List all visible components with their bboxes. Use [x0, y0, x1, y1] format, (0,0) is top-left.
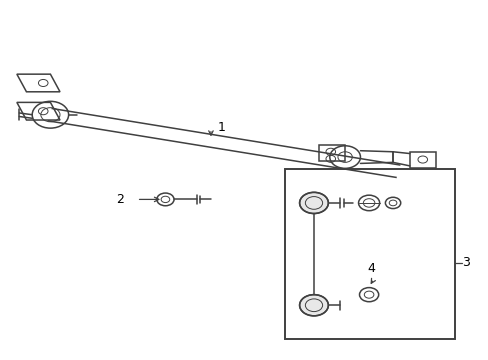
Text: 2: 2 — [116, 193, 123, 206]
Circle shape — [299, 294, 328, 316]
Bar — [285, 170, 454, 339]
Circle shape — [299, 192, 328, 213]
Text: 3: 3 — [462, 256, 469, 269]
Text: 1: 1 — [218, 121, 225, 134]
Text: 4: 4 — [367, 262, 375, 275]
